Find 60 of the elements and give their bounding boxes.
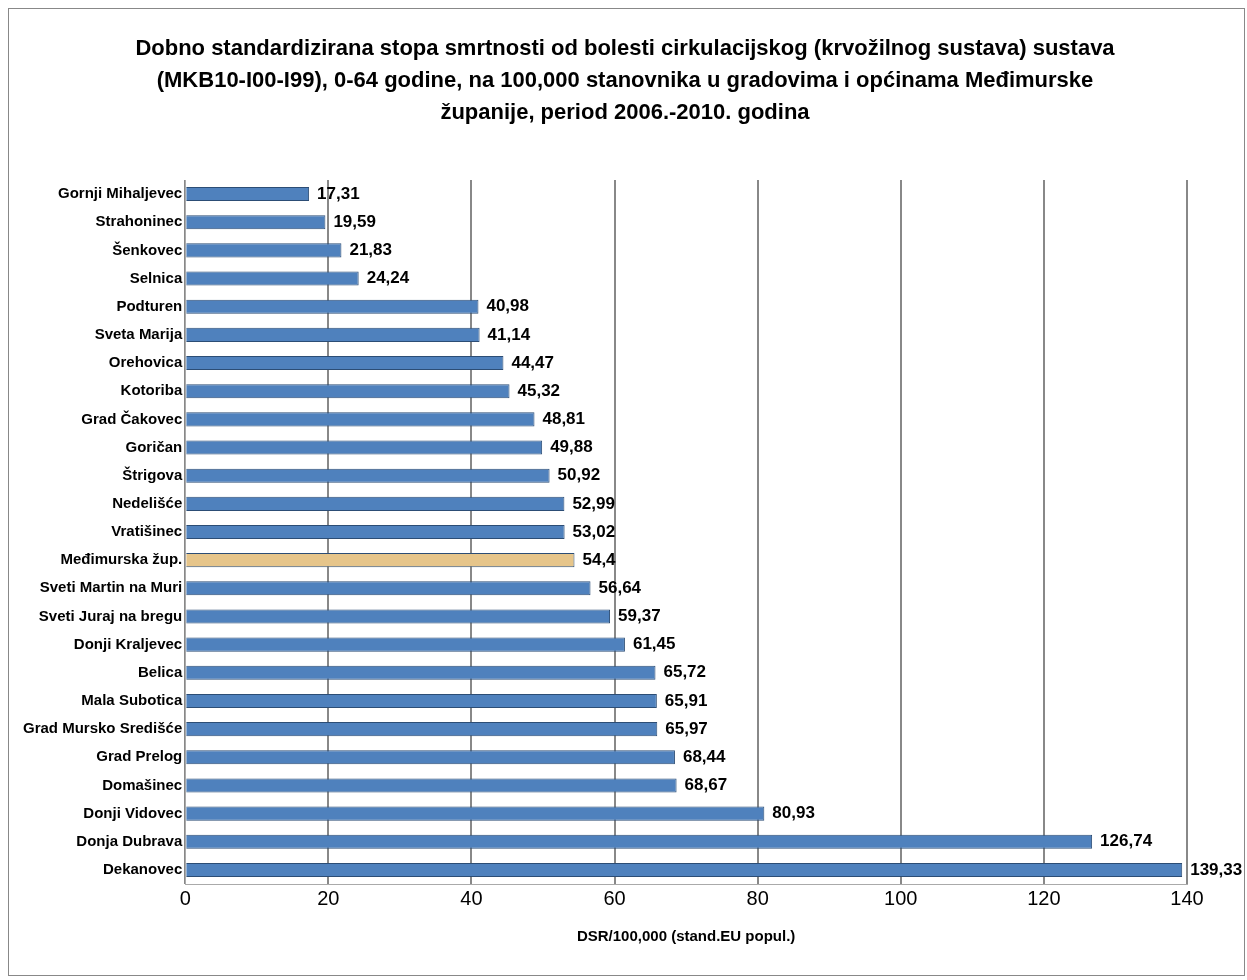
y-tick-label: Sveta Marija <box>94 325 183 343</box>
y-tick-label: Štrigova <box>122 465 183 483</box>
y-tick-label: Međimurska žup. <box>60 550 183 568</box>
y-tick-label: Mala Subotica <box>81 691 183 709</box>
y-tick-label: Orehovica <box>108 353 183 371</box>
data-label: 19,59 <box>333 211 376 231</box>
x-tick-label: 140 <box>1170 886 1204 909</box>
data-label: 53,02 <box>572 521 616 541</box>
data-label: 17,31 <box>317 183 360 203</box>
y-tick-label: Belica <box>138 662 183 680</box>
y-tick-label: Goričan <box>125 437 183 455</box>
data-label: 65,97 <box>665 718 708 738</box>
data-label: 65,72 <box>663 662 707 682</box>
data-label: 40,98 <box>486 296 530 316</box>
data-label: 24,24 <box>366 268 410 288</box>
y-tick-label: Sveti Juraj na bregu <box>38 606 183 624</box>
data-label: 68,44 <box>682 746 727 766</box>
chart-title: Dobno standardizirana stopa smrtnosti od bolesti cirkulacijskog (krvožilnog sustava) sustava (MKB10-I00-I99), 0-64 godine, na 100,000 stanovnika u gradovima i općinama Međimurske županije, period 2006.-2010. godina <box>134 34 1116 126</box>
x-tick-label: 100 <box>884 886 918 909</box>
x-tick-label: 80 <box>746 886 769 909</box>
data-label: 54,4 <box>582 549 617 569</box>
x-tick-label: 60 <box>603 886 626 909</box>
data-label: 65,91 <box>664 690 708 710</box>
data-label: 126,74 <box>1100 831 1153 851</box>
data-label: 61,45 <box>632 634 676 654</box>
y-tick-label: Sveti Martin na Muri <box>39 578 183 596</box>
y-tick-label: Nedelišće <box>112 493 183 511</box>
data-label: 48,81 <box>542 409 586 429</box>
y-tick-label: Donji Vidovec <box>83 803 183 821</box>
x-tick-label: 20 <box>317 886 340 909</box>
data-label: 139,33 <box>1190 859 1243 879</box>
y-tick-label: Dekanovec <box>103 860 183 878</box>
y-tick-label: Grad Čakovec <box>81 409 183 427</box>
data-label: 44,47 <box>511 352 554 372</box>
data-label: 50,92 <box>557 465 601 485</box>
data-label: 41,14 <box>487 324 531 344</box>
y-tick-label: Podturen <box>116 296 183 314</box>
y-tick-label: Grad Prelog <box>96 747 183 765</box>
y-tick-label: Gornji Mihaljevec <box>58 184 183 202</box>
y-tick-label: Kotoriba <box>120 381 183 399</box>
y-tick-label: Grad Mursko Središće <box>22 719 183 737</box>
data-label: 80,93 <box>772 803 815 823</box>
y-tick-label: Strahoninec <box>95 212 183 230</box>
data-label: 21,83 <box>349 240 392 260</box>
data-label: 68,67 <box>684 775 728 795</box>
data-label: 45,32 <box>517 380 561 400</box>
x-tick-label: 120 <box>1027 886 1061 909</box>
x-tick-label: 0 <box>179 886 191 909</box>
data-label: 52,99 <box>572 493 615 513</box>
y-tick-label: Donja Dubrava <box>76 831 183 849</box>
y-tick-label: Vratišinec <box>111 522 183 540</box>
x-axis-title: DSR/100,000 (stand.EU popul.) <box>576 927 796 945</box>
y-tick-label: Domašinec <box>102 775 183 793</box>
y-tick-label: Donji Kraljevec <box>73 634 183 652</box>
data-label: 49,88 <box>550 437 593 457</box>
y-tick-label: Šenkovec <box>112 240 183 258</box>
x-tick-label: 40 <box>460 886 483 909</box>
data-label: 59,37 <box>618 606 661 626</box>
data-label: 56,64 <box>598 578 642 598</box>
y-tick-label: Selnica <box>129 268 183 286</box>
